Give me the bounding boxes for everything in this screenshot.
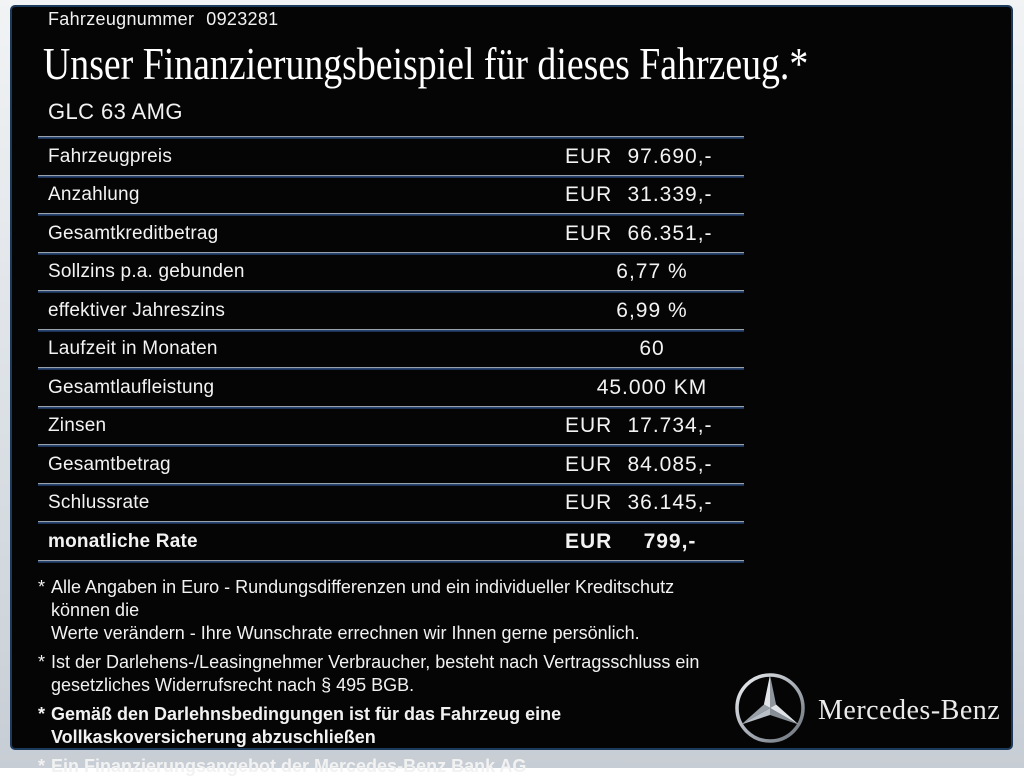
footnote-text: Ist der Darlehens-/Leasingnehmer Verbrau… <box>51 652 700 695</box>
row-label: Gesamtkreditbetrag <box>48 222 219 244</box>
footnote: * Ein Finanzierungsangebot der Mercedes-… <box>38 755 738 778</box>
row-label: monatliche Rate <box>48 530 198 552</box>
table-row: Fahrzeugpreis EUR 97.690,- <box>38 139 744 175</box>
row-divider <box>38 213 744 216</box>
table-row: effektiver Jahreszins 6,99 % <box>38 293 744 329</box>
table-row: Zinsen EUR 17.734,- <box>38 409 744 445</box>
footnotes: * Alle Angaben in Euro - Rundungsdiffere… <box>38 576 738 784</box>
page-title: Unser Finanzierungsbeispiel für dieses F… <box>43 39 809 89</box>
vehicle-number-line: Fahrzeugnummer 0923281 <box>48 9 278 30</box>
footnote-marker: * <box>38 577 46 597</box>
row-value: 17.734,- <box>627 414 713 438</box>
row-value: 45.000 KM <box>596 375 708 399</box>
row-divider <box>38 251 744 255</box>
footnote-text: Ein Finanzierungsangebot der Mercedes-Be… <box>51 756 527 776</box>
footnote-text: Gemäß den Darlehnsbedingungen ist für da… <box>51 704 562 747</box>
row-divider <box>38 559 744 563</box>
row-value-cell: 6,99 % <box>560 293 744 329</box>
row-label: Schlussrate <box>48 492 150 514</box>
table-row: Gesamtlaufleistung 45.000 KM <box>38 370 744 406</box>
row-value-cell: EUR 36.145,- <box>560 486 744 522</box>
footnote: * Ist der Darlehens-/Leasingnehmer Verbr… <box>38 651 738 697</box>
row-value-cell: EUR 84.085,- <box>560 447 744 483</box>
row-currency: EUR <box>565 144 613 168</box>
row-label: Anzahlung <box>48 184 140 206</box>
row-currency: EUR <box>565 452 613 476</box>
row-divider <box>38 367 744 370</box>
row-label: Sollzins p.a. gebunden <box>48 261 245 283</box>
row-value-cell: EUR 17.734,- <box>560 409 744 445</box>
vehicle-number-label: Fahrzeugnummer <box>48 9 195 29</box>
row-value-cell: EUR 97.690,- <box>560 139 744 175</box>
row-value-cell: EUR 31.339,- <box>560 178 744 214</box>
footnote-marker: * <box>38 756 46 776</box>
vehicle-number-value: 0923281 <box>206 9 279 29</box>
table-row: Gesamtbetrag EUR 84.085,- <box>38 447 744 483</box>
row-value-cell: 45.000 KM <box>560 370 744 406</box>
vehicle-model: GLC 63 AMG <box>48 99 183 124</box>
row-value: 36.145,- <box>627 491 713 515</box>
table-row: Gesamtkreditbetrag EUR 66.351,- <box>38 216 744 252</box>
table-row: Laufzeit in Monaten 60 <box>38 332 744 368</box>
row-currency: EUR <box>565 491 613 515</box>
row-value-cell: 6,77 % <box>560 255 744 291</box>
row-divider <box>38 405 744 409</box>
row-value: 799,- <box>643 529 697 553</box>
row-divider <box>38 290 744 293</box>
row-value-cell: EUR 799,- <box>560 524 744 560</box>
table-row: monatliche Rate EUR 799,- <box>38 524 744 560</box>
row-divider <box>38 482 744 486</box>
footnote: * Alle Angaben in Euro - Rundungsdiffere… <box>38 576 738 645</box>
row-label: effektiver Jahreszins <box>48 299 226 321</box>
row-label: Zinsen <box>48 415 107 437</box>
row-value: 66.351,- <box>627 221 713 245</box>
content-frame <box>10 5 1013 750</box>
row-currency: EUR <box>565 221 613 245</box>
row-currency: EUR <box>565 414 613 438</box>
row-value: 60 <box>639 337 665 361</box>
row-label: Fahrzeugpreis <box>48 145 173 167</box>
footnote: * Gemäß den Darlehnsbedingungen ist für … <box>38 703 738 749</box>
row-divider <box>38 521 744 524</box>
row-label: Laufzeit in Monaten <box>48 338 218 360</box>
row-value-cell: EUR 66.351,- <box>560 216 744 252</box>
table-top-divider <box>38 136 744 139</box>
finance-table: Fahrzeugpreis EUR 97.690,- Anzahlung EUR… <box>38 136 744 563</box>
row-currency: EUR <box>565 183 613 207</box>
row-value: 31.339,- <box>627 183 713 207</box>
row-value-cell: 60 <box>560 332 744 368</box>
row-value: 84.085,- <box>627 452 713 476</box>
row-value: 6,77 % <box>616 260 688 284</box>
row-label: Gesamtbetrag <box>48 453 171 475</box>
table-row: Schlussrate EUR 36.145,- <box>38 486 744 522</box>
row-divider <box>38 444 744 447</box>
footnote-text: Alle Angaben in Euro - Rundungsdifferenz… <box>51 577 675 643</box>
row-label: Gesamtlaufleistung <box>48 376 215 398</box>
footnote-marker: * <box>38 652 46 672</box>
table-row: Anzahlung EUR 31.339,- <box>38 178 744 214</box>
row-currency: EUR <box>565 529 613 553</box>
row-value: 97.690,- <box>627 144 713 168</box>
row-value: 6,99 % <box>616 298 688 322</box>
table-row: Sollzins p.a. gebunden 6,77 % <box>38 255 744 291</box>
row-divider <box>38 328 744 332</box>
footnote-marker: * <box>38 704 46 724</box>
row-divider <box>38 174 744 178</box>
